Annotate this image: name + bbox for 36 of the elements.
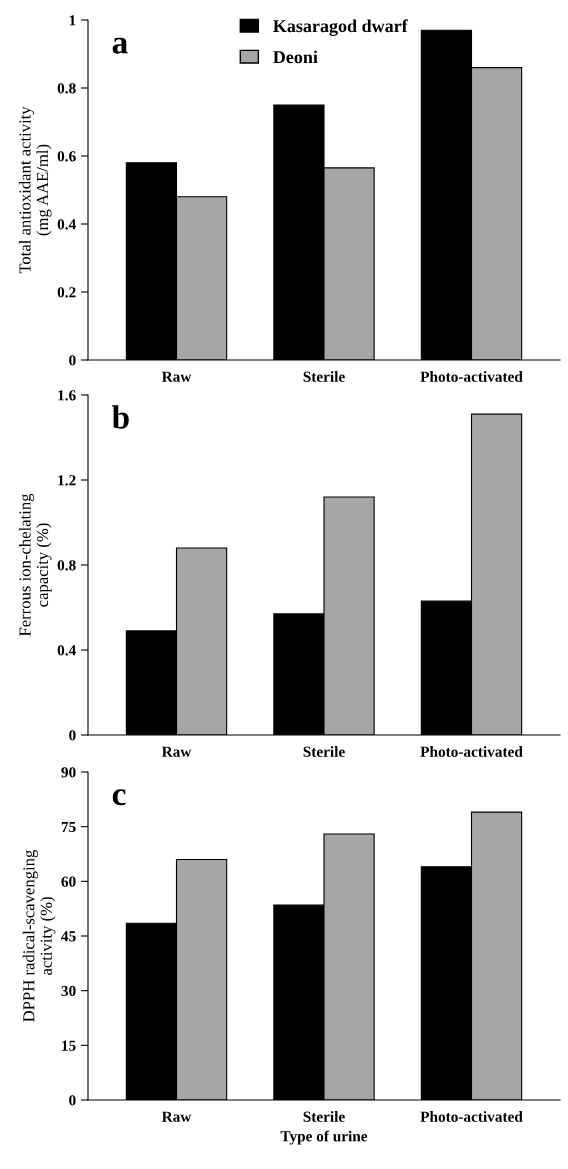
y-tick-label: 0.8 [57,560,76,571]
x-tick-label: Raw [161,1111,192,1122]
y-tick-label: 0.4 [57,645,76,656]
x-tick-label: Raw [161,746,192,757]
annotation: a [112,37,128,54]
y-tick-label: 1.6 [58,390,76,401]
x-tick-label: Photo-activated [420,371,523,382]
annotation: c [112,789,126,806]
y-tick-label: 0.6 [57,151,76,162]
y-tick-label: 1.2 [58,475,76,486]
x-tick-label: Photo-activated [420,1111,523,1122]
legend-label: Kasaragod dwarf [273,19,408,36]
y-tick-label: 90 [61,767,76,778]
y-tick-label: 15 [62,1040,76,1051]
annotation: b [112,405,129,429]
y-tick-label: 0.4 [57,219,76,230]
y-tick-label: 45 [61,931,76,942]
y-tick-label: 30 [61,985,76,997]
y-tick-label: 1 [69,15,76,26]
y-tick-label: 60 [61,876,76,887]
y-axis-title: Ferrous ion-chelating capacity (%) [18,493,52,637]
x-tick-label: Sterile [303,746,345,757]
y-tick-label: 0 [69,1095,76,1106]
legend-label: Deoni [273,50,318,64]
x-tick-label: Sterile [303,1111,345,1122]
y-tick-label: 0.8 [57,83,76,94]
y-axis-title: DPPH radical-scavenging activity (%) [22,850,56,1022]
x-tick-label: Photo-activated [420,746,523,757]
x-axis-title: Type of urine [280,1130,368,1145]
x-tick-label: Sterile [303,371,345,382]
y-tick-label: 75 [61,821,76,833]
y-tick-label: 0.2 [57,287,76,298]
y-tick-label: 0 [69,355,76,366]
x-tick-label: Raw [161,371,192,382]
y-tick-label: 0 [69,730,76,741]
y-axis-title: Total antioxidant activity (mg AAE/ml) [18,106,52,274]
